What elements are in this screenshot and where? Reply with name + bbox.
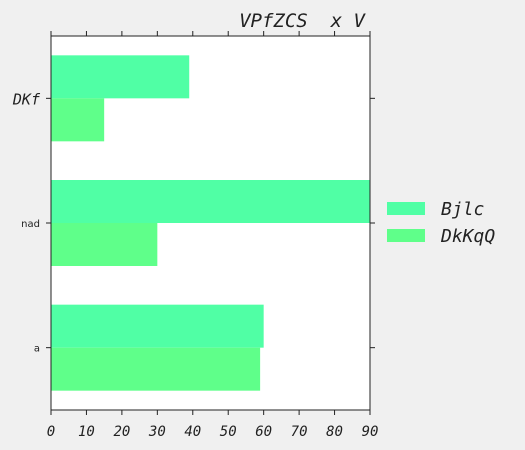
bar-Bjlc-DKf (51, 55, 190, 99)
y-tick-label: a (34, 344, 40, 355)
legend-swatch (387, 202, 425, 215)
bar-DkKqQ-a (51, 347, 261, 391)
x-tick-label: 80 (326, 424, 343, 440)
x-tick-label: 0 (47, 424, 55, 440)
legend-label: DkKqQ (440, 226, 495, 247)
y-tick-label: nad (21, 219, 40, 230)
x-tick-label: 60 (255, 424, 272, 440)
x-tick-label: 30 (148, 424, 166, 440)
legend: Bjlc DkKqQ (387, 199, 495, 247)
chart-title: VPfZCS x V (239, 10, 366, 32)
bar-DkKqQ-nad (51, 223, 158, 266)
bars-group (51, 55, 370, 391)
x-tick-label: 70 (291, 424, 308, 440)
bar-DkKqQ-DKf (51, 98, 105, 142)
legend-label: Bjlc (441, 199, 484, 220)
bar-Bjlc-nad (51, 180, 370, 223)
x-axis-ticks: 0 10 20 30 40 50 60 70 80 90 (47, 31, 379, 440)
y-axis-ticks: DKf nad a (12, 90, 375, 355)
x-tick-label: 90 (362, 424, 379, 440)
legend-swatch (387, 229, 425, 242)
x-tick-label: 10 (78, 424, 95, 440)
x-tick-label: 50 (220, 424, 237, 440)
y-tick-label: DKf (12, 90, 41, 108)
x-tick-label: 20 (113, 424, 130, 440)
bar-Bjlc-a (51, 304, 264, 348)
x-tick-label: 40 (184, 424, 201, 440)
